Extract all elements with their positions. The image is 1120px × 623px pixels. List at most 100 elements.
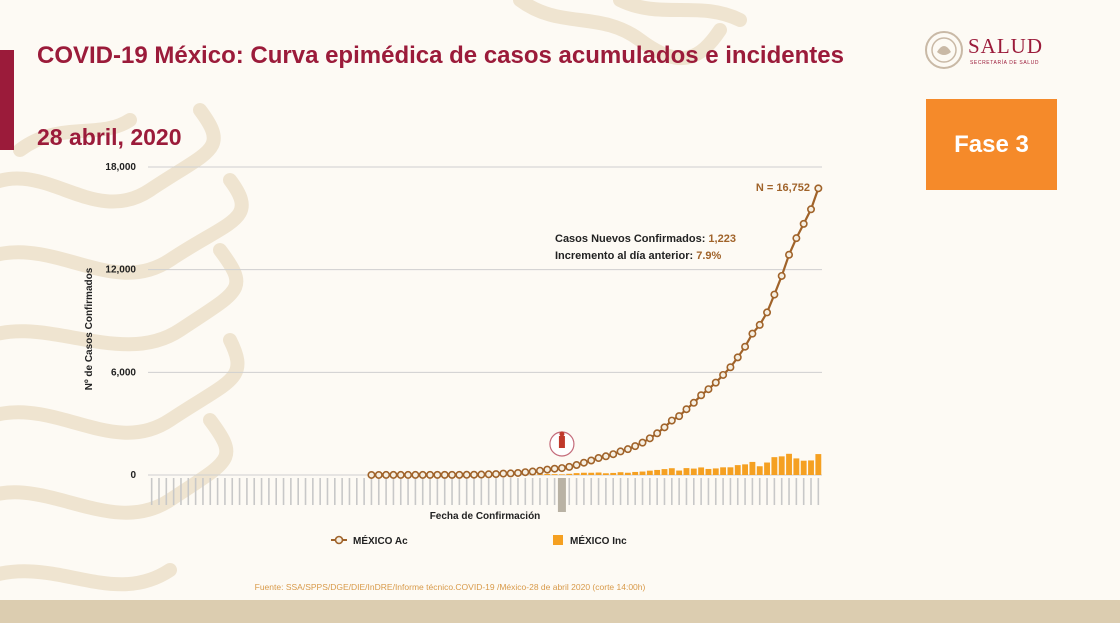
cumulative-point (594, 454, 603, 463)
cumulative-point (550, 464, 559, 473)
incident-bar (727, 467, 734, 475)
increase-value: 7.9% (696, 250, 721, 262)
legend-line-marker (334, 535, 344, 545)
cumulative-point (470, 470, 479, 479)
incident-bar (617, 472, 624, 475)
cumulative-point (638, 438, 647, 447)
incident-bar (778, 456, 785, 475)
cumulative-point (426, 470, 435, 479)
cumulative-point (719, 370, 728, 379)
increase-label: Incremento al día anterior: (555, 250, 696, 262)
new-cases-annotation: Casos Nuevos Confirmados: 1,223 (555, 233, 736, 245)
incident-bar (632, 471, 639, 475)
incident-bar (668, 468, 675, 475)
cumulative-point (543, 465, 552, 474)
cumulative-point (645, 434, 654, 443)
cumulative-point (667, 416, 676, 425)
incident-bar (771, 457, 778, 475)
cumulative-point (411, 470, 420, 479)
salud-logo: SALUD SECRETARÍA DE SALUD (924, 30, 1064, 74)
incident-bar (544, 473, 551, 475)
incident-bar (683, 468, 690, 475)
phase-marker-icon-head (559, 431, 565, 437)
cumulative-point (565, 462, 574, 471)
incident-bar (698, 467, 705, 475)
incident-bar (661, 469, 668, 475)
increase-annotation: Incremento al día anterior: 7.9% (555, 250, 721, 262)
x-axis-label: Fecha de Confirmación (430, 511, 541, 522)
incident-bar (808, 460, 814, 475)
phase-marker-icon-figure (558, 436, 565, 448)
cumulative-point (367, 470, 376, 479)
cumulative-point (631, 442, 640, 451)
cumulative-point (601, 452, 610, 461)
y-tick-label: 18,000 (105, 162, 136, 173)
cumulative-point (404, 470, 413, 479)
cumulative-point (697, 391, 706, 400)
cumulative-point (506, 469, 515, 478)
cumulative-point (396, 470, 405, 479)
incident-bar (786, 453, 792, 475)
cumulative-point (726, 363, 735, 372)
incident-bar (800, 460, 807, 475)
cumulative-point (777, 271, 786, 280)
cumulative-point (440, 470, 449, 479)
cumulative-point (484, 470, 493, 479)
cumulative-point (572, 460, 581, 469)
cumulative-point (785, 250, 794, 259)
epidemic-curve-chart: 0 6,000 12,000 18,000 Nº de Casos Confirmado… (84, 162, 823, 547)
legend-bar-swatch (553, 535, 563, 545)
cumulative-point (389, 470, 398, 479)
incident-bar (815, 454, 822, 475)
incident-bar (602, 473, 609, 475)
phase-badge: Fase 3 (926, 99, 1057, 190)
incident-bar (734, 465, 741, 475)
y-tick-label: 12,000 (105, 265, 136, 276)
incident-bar (551, 474, 558, 475)
cumulative-point (711, 378, 720, 387)
incident-bar (690, 468, 697, 475)
legend-label-cumulative: MÉXICO Ac (353, 534, 408, 547)
legend-label-incident: MÉXICO Inc (570, 534, 627, 547)
cumulative-point (755, 320, 764, 329)
cumulative-point (616, 447, 625, 456)
cumulative-point (587, 456, 596, 465)
logo-wordmark: SALUD (968, 34, 1044, 58)
y-tick-label: 6,000 (111, 367, 136, 378)
incident-bar (756, 466, 763, 475)
incident-bar (742, 464, 749, 475)
cumulative-point (704, 385, 713, 394)
cumulative-point (477, 470, 486, 479)
cumulative-point (660, 423, 669, 432)
incident-bar (712, 468, 719, 475)
cumulative-point (741, 342, 750, 351)
incident-bar (764, 462, 770, 475)
cumulative-point (528, 467, 537, 476)
total-cases-annotation: N = 16,752 (756, 182, 810, 194)
cumulative-point (448, 470, 457, 479)
incident-bar (676, 470, 683, 475)
cumulative-point (521, 468, 530, 477)
cumulative-point (462, 470, 471, 479)
logo-subtitle: SECRETARÍA DE SALUD (970, 60, 1040, 66)
cumulative-point (382, 470, 391, 479)
incident-bar (610, 472, 617, 475)
incident-bar (566, 473, 573, 475)
incident-bar (624, 472, 631, 475)
incident-bar (654, 469, 661, 475)
accent-bar (0, 50, 14, 150)
cumulative-point (491, 470, 500, 479)
cumulative-point (579, 458, 588, 467)
cumulative-point (623, 445, 632, 454)
y-tick-label: 0 (130, 470, 136, 481)
source-note: Fuente: SSA/SPPS/DGE/DIE/InDRE/Informe t… (254, 582, 646, 592)
incident-bar (558, 474, 565, 475)
cumulative-point (748, 329, 757, 338)
cumulative-point (513, 468, 522, 477)
y-axis-label: Nº de Casos Confirmados (84, 267, 95, 390)
cumulative-point (814, 184, 823, 193)
decorative-pattern (0, 0, 747, 592)
cumulative-point (770, 290, 779, 299)
phase-label: Fase 3 (954, 130, 1029, 158)
